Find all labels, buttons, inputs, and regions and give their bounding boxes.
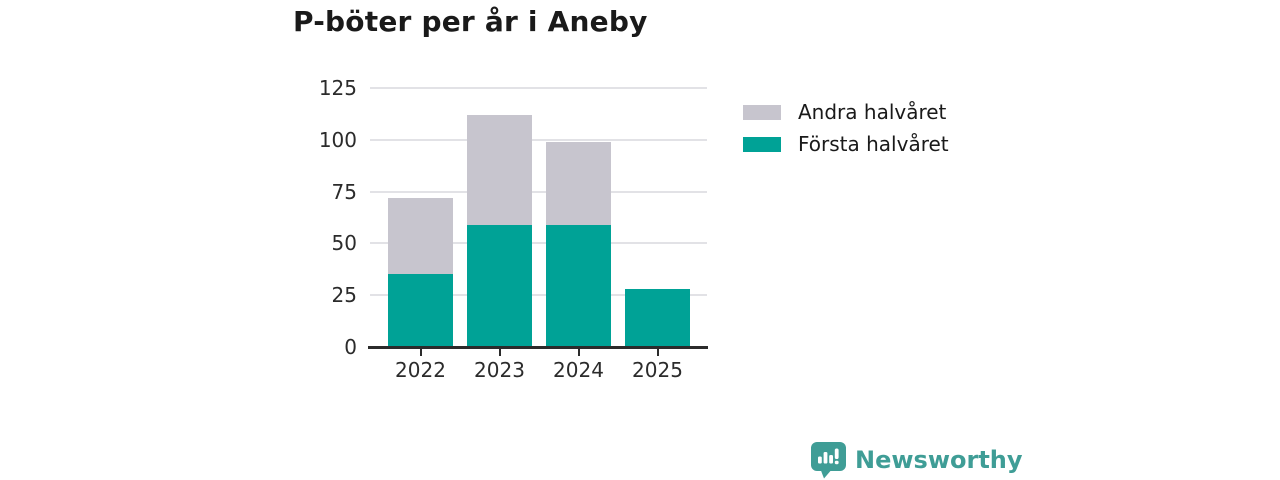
y-axis-label: 100 [318, 127, 357, 152]
legend-swatch [743, 136, 781, 152]
y-axis-label: 25 [331, 283, 357, 308]
legend-item: Första halvåret [743, 132, 949, 156]
legend-label: Andra halvåret [798, 100, 947, 124]
bar-segment [388, 197, 453, 275]
newsworthy-icon [811, 442, 846, 479]
gridline [370, 138, 707, 141]
newsworthy-logo: Newsworthy [810, 441, 1023, 479]
axis-tick [656, 349, 659, 356]
y-axis-label: 75 [331, 179, 357, 204]
bar-segment [546, 141, 611, 225]
legend-swatch [743, 104, 781, 120]
legend-label: Första halvåret [798, 132, 949, 156]
x-axis-label: 2022 [395, 358, 446, 382]
plot-area [370, 87, 707, 347]
gridline [370, 190, 707, 193]
y-axis-label: 125 [318, 76, 357, 100]
bar-segment [467, 224, 532, 347]
axis-tick [419, 349, 422, 356]
legend: Andra halvåret Första halvåret [743, 100, 949, 165]
bar-segment [467, 114, 532, 225]
gridline [370, 294, 707, 297]
gridline [370, 242, 707, 245]
axis-tick [498, 349, 501, 356]
x-axis-label: 2023 [474, 358, 525, 382]
legend-item: Andra halvåret [743, 100, 949, 124]
bar-segment [388, 274, 453, 347]
y-axis-label: 0 [344, 335, 357, 359]
y-axis-label: 50 [331, 231, 357, 256]
newsworthy-logo-text: Newsworthy [855, 446, 1023, 474]
axis-tick [577, 349, 580, 356]
gridline [370, 87, 707, 89]
bar-segment [546, 224, 611, 347]
x-axis-label: 2025 [632, 358, 683, 382]
chart-title: P-böter per år i Aneby [293, 5, 648, 38]
x-axis-label: 2024 [553, 358, 604, 382]
x-axis-line [368, 346, 708, 349]
bar-segment [625, 288, 690, 347]
